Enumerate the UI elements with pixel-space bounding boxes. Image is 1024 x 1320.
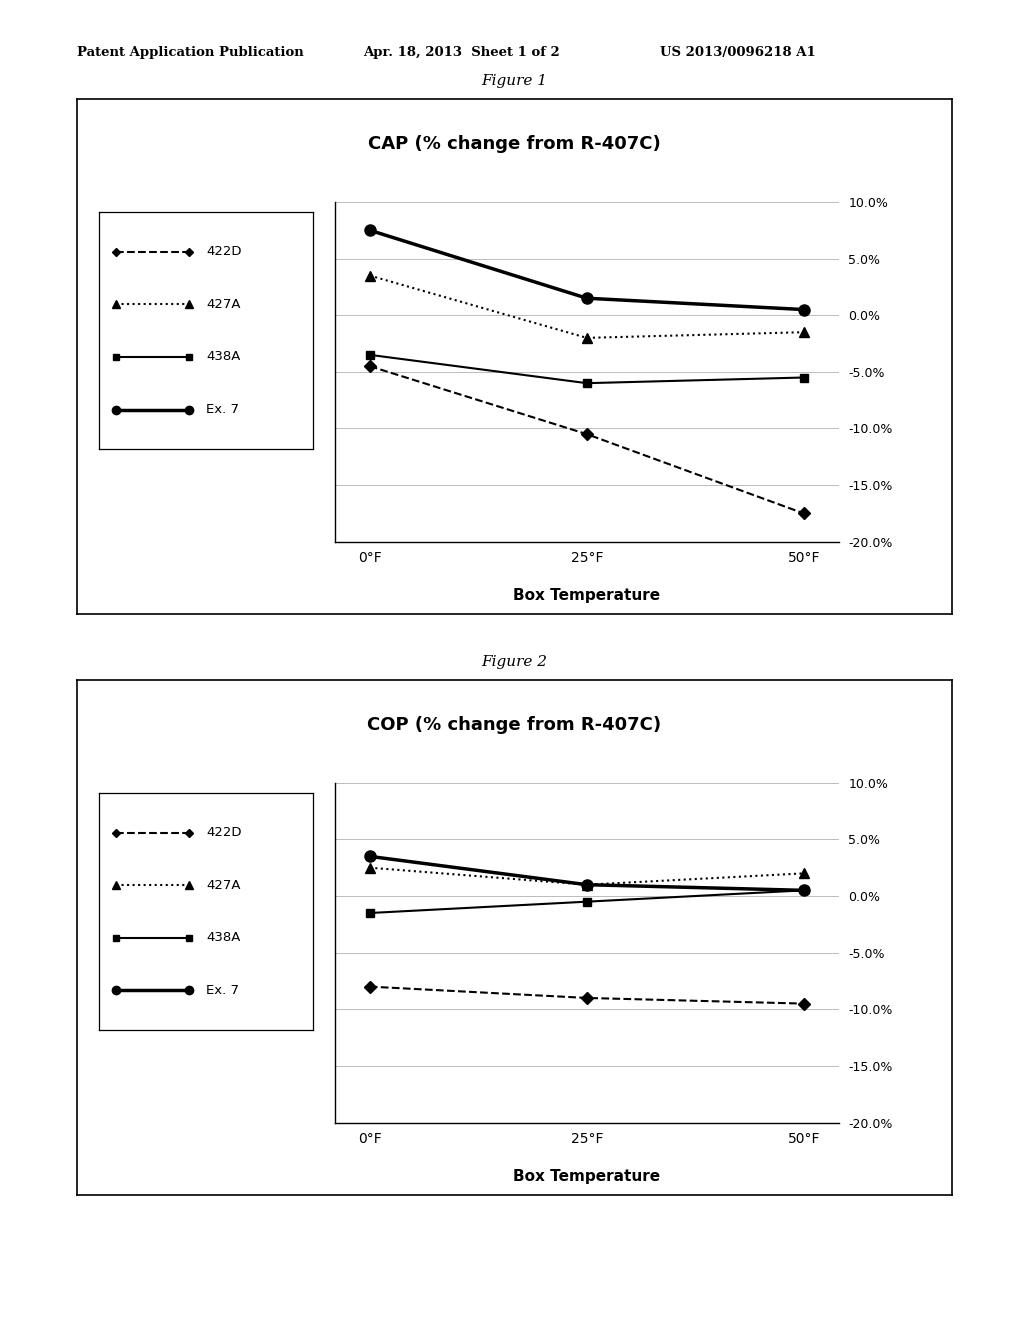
Text: Figure 1: Figure 1 (481, 74, 548, 88)
Text: 427A: 427A (206, 298, 241, 310)
Text: Apr. 18, 2013  Sheet 1 of 2: Apr. 18, 2013 Sheet 1 of 2 (364, 46, 560, 59)
Text: 438A: 438A (206, 351, 241, 363)
Text: 422D: 422D (206, 826, 242, 840)
Text: Ex. 7: Ex. 7 (206, 403, 239, 416)
Text: 427A: 427A (206, 879, 241, 891)
Text: Box Temperature: Box Temperature (513, 1170, 660, 1184)
Text: COP (% change from R-407C): COP (% change from R-407C) (368, 715, 662, 734)
Text: 422D: 422D (206, 246, 242, 259)
Text: Box Temperature: Box Temperature (513, 589, 660, 603)
Text: Patent Application Publication: Patent Application Publication (77, 46, 303, 59)
Text: Figure 2: Figure 2 (481, 655, 548, 669)
Text: Ex. 7: Ex. 7 (206, 983, 239, 997)
Text: 438A: 438A (206, 932, 241, 944)
Text: CAP (% change from R-407C): CAP (% change from R-407C) (369, 135, 660, 153)
Text: US 2013/0096218 A1: US 2013/0096218 A1 (660, 46, 816, 59)
